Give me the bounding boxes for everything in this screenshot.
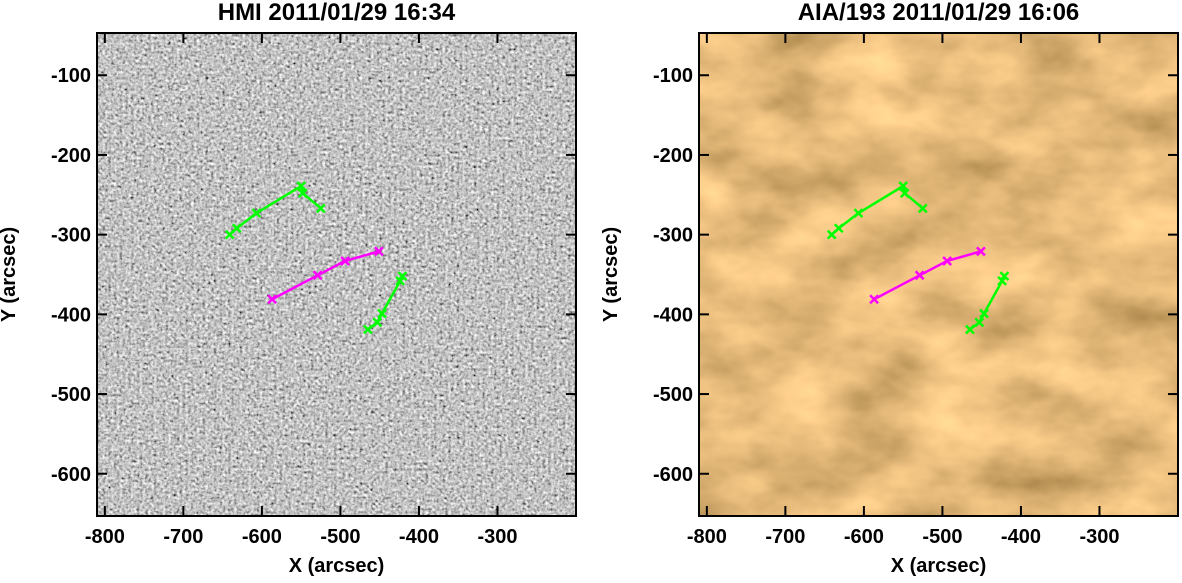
x-tick-label: -300: [477, 526, 517, 548]
y-tick-label: -500: [51, 384, 91, 406]
point-marker: [297, 188, 308, 199]
x-tick-label: -400: [399, 526, 439, 548]
point-marker: [899, 188, 910, 199]
y-axis-label: Y (arcsec): [600, 227, 622, 322]
point-marker: [869, 294, 879, 305]
point-marker: [942, 256, 953, 266]
point-marker: [397, 271, 408, 281]
point-marker: [296, 181, 307, 191]
point-marker: [377, 308, 387, 319]
x-tick-label: -700: [765, 526, 805, 548]
point-marker: [917, 203, 928, 214]
point-marker: [997, 275, 1007, 286]
x-tick-label: -300: [1079, 526, 1119, 548]
chart-title: AIA/193 2011/01/29 16:06: [798, 0, 1080, 26]
x-tick-label: -700: [163, 526, 203, 548]
point-marker: [372, 317, 383, 328]
y-tick-label: -200: [653, 145, 693, 167]
y-axis-label: Y (arcsec): [0, 227, 20, 322]
x-tick-label: -800: [687, 526, 727, 548]
y-tick-label: -100: [653, 65, 693, 87]
track-line: [873, 250, 982, 301]
frame: [698, 32, 1179, 517]
y-tick-label: -300: [653, 225, 693, 247]
point-marker: [914, 270, 925, 281]
point-marker: [251, 208, 262, 219]
point-marker: [999, 271, 1010, 281]
y-tick-label: -600: [51, 464, 91, 486]
point-marker: [853, 208, 864, 219]
x-tick-label: -400: [1001, 526, 1041, 548]
point-marker: [312, 270, 323, 281]
track-line: [271, 250, 380, 301]
point-marker: [363, 324, 373, 335]
point-marker: [833, 223, 844, 234]
x-axis-label: X (arcsec): [289, 555, 385, 577]
point-marker: [395, 275, 405, 286]
point-marker: [965, 324, 975, 335]
point-marker: [374, 246, 384, 257]
y-tick-label: -400: [653, 304, 693, 326]
point-marker: [898, 181, 909, 191]
x-tick-label: -500: [922, 526, 962, 548]
x-tick-label: -600: [242, 526, 282, 548]
point-marker: [340, 256, 351, 266]
y-tick-label: -200: [51, 145, 91, 167]
y-tick-label: -400: [51, 304, 91, 326]
point-marker: [315, 203, 326, 214]
point-marker: [231, 223, 242, 234]
x-tick-label: -600: [844, 526, 884, 548]
y-tick-label: -500: [653, 384, 693, 406]
image-background: [699, 33, 1178, 516]
image-background: [97, 33, 576, 516]
x-tick-label: -800: [85, 526, 125, 548]
point-marker: [267, 294, 277, 305]
y-tick-label: -600: [653, 464, 693, 486]
point-marker: [976, 246, 986, 257]
chart-title: HMI 2011/01/29 16:34: [218, 0, 456, 26]
y-tick-label: -100: [51, 65, 91, 87]
point-marker: [974, 317, 985, 328]
point-marker: [979, 308, 989, 319]
y-tick-label: -300: [51, 225, 91, 247]
frame: [96, 32, 577, 517]
point-marker: [826, 229, 837, 240]
x-tick-label: -500: [320, 526, 360, 548]
point-marker: [224, 229, 235, 240]
x-axis-label: X (arcsec): [891, 555, 987, 577]
